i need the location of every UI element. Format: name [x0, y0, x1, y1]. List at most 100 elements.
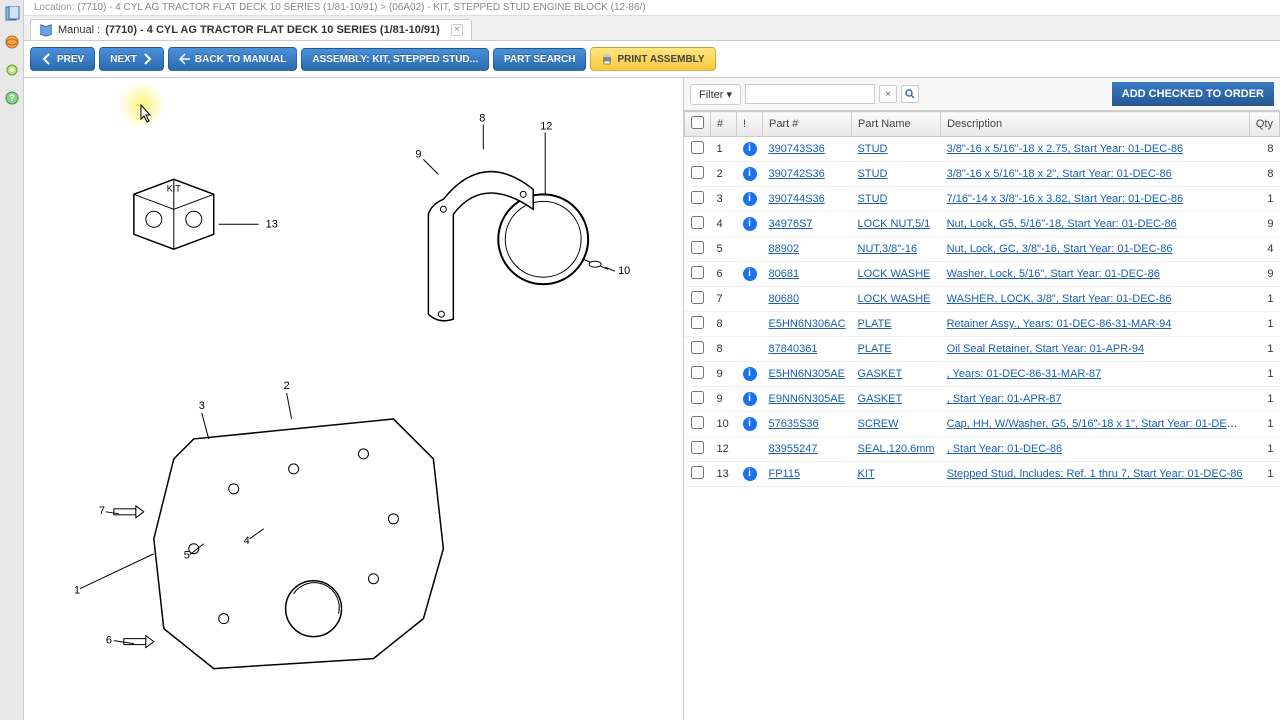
row-checkbox[interactable]: [691, 191, 704, 204]
part-number-link[interactable]: 390742S36: [769, 168, 825, 180]
print-assembly-button[interactable]: PRINT ASSEMBLY: [590, 47, 715, 71]
part-number-link[interactable]: 390744S36: [769, 193, 825, 205]
description-link[interactable]: 7/16"-14 x 3/8"-16 x 3.82, Start Year: 0…: [947, 193, 1184, 205]
col-description[interactable]: Description: [941, 112, 1250, 137]
part-number-link[interactable]: 87840361: [769, 343, 818, 355]
info-icon[interactable]: i: [743, 192, 757, 206]
row-qty: 1: [1249, 412, 1279, 437]
part-number-link[interactable]: 80681: [769, 268, 800, 280]
part-name-link[interactable]: PLATE: [858, 318, 892, 330]
part-name-link[interactable]: STUD: [858, 193, 888, 205]
part-number-link[interactable]: 390743S36: [769, 143, 825, 155]
next-button[interactable]: NEXT: [99, 47, 164, 71]
part-name-link[interactable]: NUT,3/8"-16: [858, 243, 918, 255]
row-checkbox[interactable]: [691, 291, 704, 304]
part-name-link[interactable]: STUD: [858, 143, 888, 155]
select-all-checkbox[interactable]: [691, 116, 704, 129]
part-name-link[interactable]: GASKET: [858, 368, 903, 380]
part-name-link[interactable]: LOCK WASHE: [858, 293, 931, 305]
globe-icon[interactable]: [4, 34, 20, 50]
row-qty: 1: [1249, 312, 1279, 337]
description-link[interactable]: Nut, Lock, G5, 5/16"-18, Start Year: 01-…: [947, 218, 1177, 230]
part-name-link[interactable]: SEAL,120.6mm: [858, 443, 935, 455]
info-icon[interactable]: i: [743, 142, 757, 156]
tab-manual[interactable]: Manual : (7710) - 4 CYL AG TRACTOR FLAT …: [30, 19, 472, 40]
breadcrumb-link-1[interactable]: (7710) - 4 CYL AG TRACTOR FLAT DECK 10 S…: [77, 2, 377, 13]
col-ref[interactable]: #: [711, 112, 737, 137]
description-link[interactable]: Cap, HH, W/Washer, G5, 5/16"-18 x 1", St…: [947, 418, 1250, 430]
tab-close-icon[interactable]: ×: [451, 24, 463, 36]
row-qty: 1: [1249, 462, 1279, 487]
description-link[interactable]: Washer, Lock, 5/16", Start Year: 01-DEC-…: [947, 268, 1160, 280]
part-number-link[interactable]: FP115: [769, 468, 801, 480]
col-info[interactable]: !: [737, 112, 763, 137]
description-link[interactable]: , Start Year: 01-APR-87: [947, 393, 1062, 405]
part-name-link[interactable]: STUD: [858, 168, 888, 180]
part-number-link[interactable]: 80680: [769, 293, 800, 305]
part-name-link[interactable]: PLATE: [858, 343, 892, 355]
callout-12: 12: [540, 120, 552, 132]
row-checkbox[interactable]: [691, 416, 704, 429]
document-icon[interactable]: [4, 6, 20, 22]
add-checked-button[interactable]: ADD CHECKED TO ORDER: [1112, 82, 1274, 106]
description-link[interactable]: , Years: 01-DEC-86-31-MAR-87: [947, 368, 1102, 380]
info-icon[interactable]: i: [743, 367, 757, 381]
help-icon[interactable]: ?: [4, 90, 20, 106]
info-icon[interactable]: i: [743, 217, 757, 231]
description-link[interactable]: Retainer Assy., Years: 01-DEC-86-31-MAR-…: [947, 318, 1172, 330]
filter-input[interactable]: [745, 84, 875, 104]
row-checkbox[interactable]: [691, 466, 704, 479]
part-number-link[interactable]: E9NN6N305AE: [769, 393, 845, 405]
gear-icon[interactable]: [4, 62, 20, 78]
info-icon[interactable]: i: [743, 467, 757, 481]
part-number-link[interactable]: 57635S36: [769, 418, 819, 430]
row-checkbox[interactable]: [691, 241, 704, 254]
description-link[interactable]: Stepped Stud, Includes: Ref. 1 thru 7, S…: [947, 468, 1243, 480]
info-icon[interactable]: i: [743, 392, 757, 406]
description-link[interactable]: 3/8"-16 x 5/16"-18 x 2", Start Year: 01-…: [947, 168, 1172, 180]
assembly-button[interactable]: ASSEMBLY: KIT, STEPPED STUD...: [301, 48, 489, 71]
row-qty: 8: [1249, 162, 1279, 187]
breadcrumb-link-2[interactable]: (06A02) - KIT, STEPPED STUD ENGINE BLOCK…: [389, 2, 646, 13]
filter-row: Filter ▾ × ADD CHECKED TO ORDER: [684, 78, 1280, 111]
row-qty: 1: [1249, 187, 1279, 212]
back-to-manual-button[interactable]: BACK TO MANUAL: [168, 47, 297, 71]
description-link[interactable]: 3/8"-16 x 5/16"-18 x 2.75, Start Year: 0…: [947, 143, 1184, 155]
part-name-link[interactable]: GASKET: [858, 393, 903, 405]
part-number-link[interactable]: E5HN6N306AC: [769, 318, 846, 330]
prev-button[interactable]: PREV: [30, 47, 95, 71]
part-number-link[interactable]: 83955247: [769, 443, 818, 455]
description-link[interactable]: Oil Seal Retainer, Start Year: 01-APR-94: [947, 343, 1145, 355]
left-rail: ?: [0, 0, 24, 720]
row-checkbox[interactable]: [691, 391, 704, 404]
info-icon[interactable]: i: [743, 167, 757, 181]
description-link[interactable]: Nut, Lock, GC, 3/8"-16, Start Year: 01-D…: [947, 243, 1173, 255]
row-checkbox[interactable]: [691, 341, 704, 354]
info-icon[interactable]: i: [743, 417, 757, 431]
col-part-name[interactable]: Part Name: [852, 112, 941, 137]
part-number-link[interactable]: E5HN6N305AE: [769, 368, 845, 380]
row-checkbox[interactable]: [691, 216, 704, 229]
row-checkbox[interactable]: [691, 141, 704, 154]
search-icon[interactable]: [901, 85, 919, 103]
row-checkbox[interactable]: [691, 266, 704, 279]
row-checkbox[interactable]: [691, 441, 704, 454]
filter-dropdown[interactable]: Filter ▾: [690, 84, 741, 105]
part-name-link[interactable]: KIT: [858, 468, 875, 480]
col-qty[interactable]: Qty: [1249, 112, 1279, 137]
part-number-link[interactable]: 88902: [769, 243, 800, 255]
table-pane: Filter ▾ × ADD CHECKED TO ORDER # !: [684, 78, 1280, 720]
description-link[interactable]: WASHER, LOCK, 3/8", Start Year: 01-DEC-8…: [947, 293, 1172, 305]
part-name-link[interactable]: SCREW: [858, 418, 899, 430]
part-name-link[interactable]: LOCK WASHE: [858, 268, 931, 280]
part-search-button[interactable]: PART SEARCH: [493, 48, 586, 71]
info-icon[interactable]: i: [743, 267, 757, 281]
part-number-link[interactable]: 34976S7: [769, 218, 813, 230]
part-name-link[interactable]: LOCK NUT,5/1: [858, 218, 931, 230]
description-link[interactable]: , Start Year: 01-DEC-86: [947, 443, 1063, 455]
row-checkbox[interactable]: [691, 366, 704, 379]
col-part-number[interactable]: Part #: [763, 112, 852, 137]
clear-filter-icon[interactable]: ×: [879, 85, 897, 103]
row-checkbox[interactable]: [691, 316, 704, 329]
row-checkbox[interactable]: [691, 166, 704, 179]
